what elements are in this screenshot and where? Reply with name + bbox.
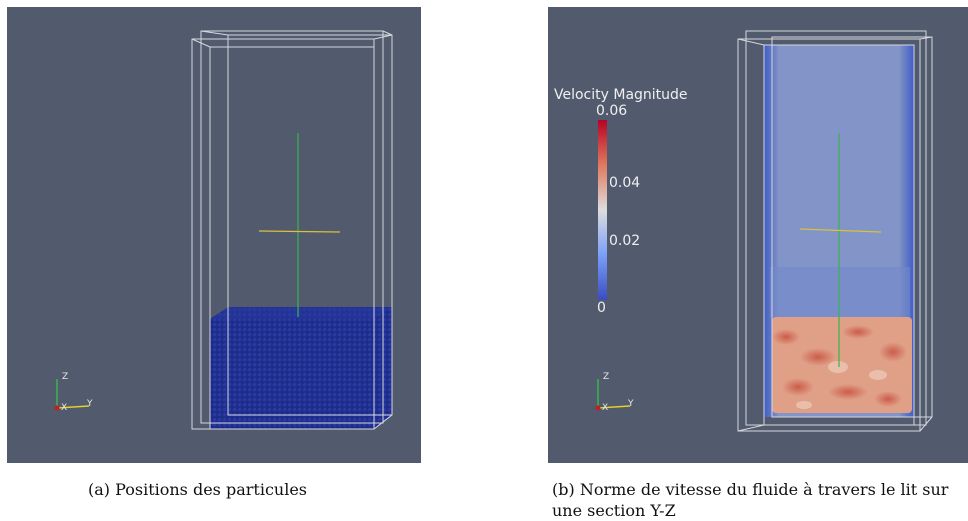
axis-label-z: Z xyxy=(62,372,69,382)
centre-axis-horizontal xyxy=(258,230,341,233)
domain-wireframe xyxy=(737,30,933,432)
axis-label-z: Z xyxy=(603,372,610,382)
domain-wireframe xyxy=(191,30,393,430)
colorbar-title: Velocity Magnitude xyxy=(554,87,688,103)
particle-bed xyxy=(210,307,392,429)
centre-axis-horizontal xyxy=(799,228,882,233)
colorbar-tick-0-04: 0.04 xyxy=(609,175,641,191)
axis-label-y: Y xyxy=(628,399,634,409)
render-viewport-a xyxy=(54,30,393,430)
orientation-axes-b xyxy=(595,379,631,411)
colorbar-tick-max: 0.06 xyxy=(596,103,628,119)
axis-label-y: Y xyxy=(87,399,93,409)
colorbar-tick-min: 0 xyxy=(597,300,606,316)
axis-label-x: X xyxy=(61,403,68,413)
orientation-axes-a xyxy=(54,379,90,411)
velocity-patches xyxy=(772,325,907,409)
caption-figure-b: (b) Norme de vitesse du fluide à travers… xyxy=(552,480,949,520)
axis-label-x: X xyxy=(602,403,609,413)
colorbar-tick-0-02: 0.02 xyxy=(609,233,641,249)
particle-positions-render: Z Y X xyxy=(7,7,421,463)
caption-figure-a: (a) Positions des particules xyxy=(88,480,308,499)
particle-bed-top xyxy=(210,307,392,319)
colorbar xyxy=(598,120,607,300)
render-viewport-b xyxy=(595,30,933,432)
fluid-velocity-render: Velocity Magnitude 0.06 0.04 0.02 0 Z Y … xyxy=(548,7,968,463)
